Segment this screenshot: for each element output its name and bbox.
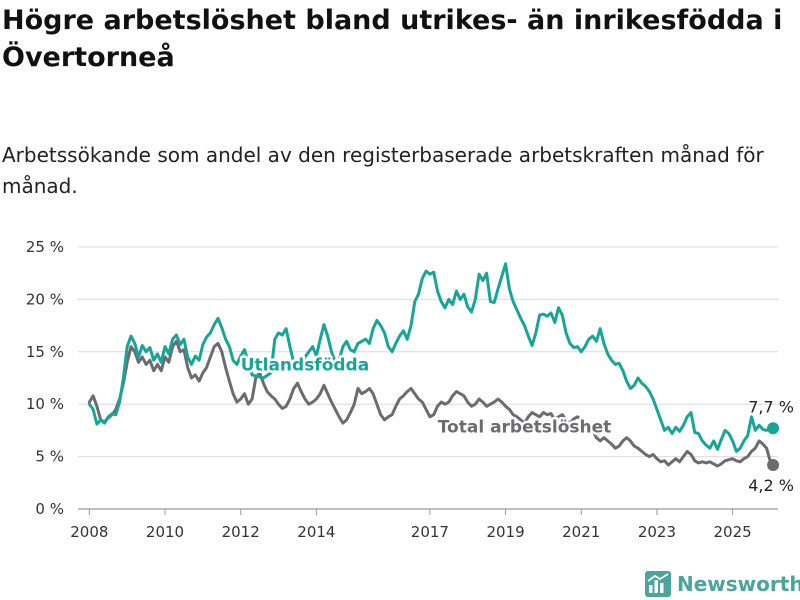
series-end-point [767,422,780,435]
brand-name: Newsworthy [677,572,800,596]
series-line-total [87,339,775,468]
end-value-label: 4,2 % [748,476,794,495]
y-tick-label: 5 % [35,448,64,466]
y-tick-label: 25 % [26,238,64,256]
chart-subtitle: Arbetssökande som andel av den registerb… [2,143,764,198]
x-tick-label: 2021 [562,523,600,541]
x-tick-label: 2017 [411,523,449,541]
x-tick-label: 2023 [638,523,676,541]
y-axis-ticks: 0 % 5 % 10 % 15 % 20 % 25 % [26,238,64,518]
series-lines [87,262,780,471]
x-tick-label: 2008 [70,523,108,541]
y-tick-label: 0 % [35,500,64,518]
x-tick-label: 2019 [486,523,524,541]
series-end-point [767,458,780,471]
x-tick-label: 2014 [297,523,335,541]
x-tick-label: 2012 [222,523,260,541]
grid-lines [78,246,778,510]
y-tick-label: 15 % [26,343,64,361]
series-label: Total arbetslöshet [438,417,612,437]
series-labels: Utlandsfödda Total arbetslöshet 7,7 % 4,2 % [238,353,794,495]
y-tick-label: 20 % [26,290,64,308]
chart-title: Högre arbetslöshet bland utrikes- än inr… [2,5,783,73]
series-label: Utlandsfödda [241,356,370,376]
end-value-label: 7,7 % [748,397,794,416]
series-line-utlandsfodda [87,262,775,453]
newsworthy-logo: Newsworthy [645,569,800,599]
newsworthy-logo-icon [645,571,671,597]
x-tick-label: 2010 [146,523,184,541]
x-tick-label: 2025 [714,523,752,541]
x-axis-ticks: 2008 2010 2012 2014 2017 2019 2021 2023 2025 [70,509,752,541]
y-tick-label: 10 % [26,395,64,413]
